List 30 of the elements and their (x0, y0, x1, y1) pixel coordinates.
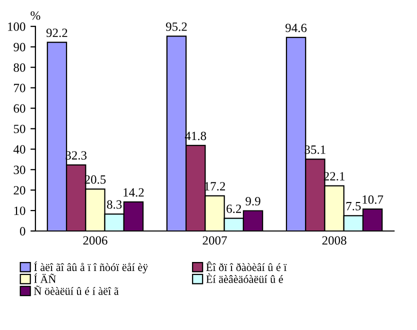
y-tick-label: 70 (14, 84, 26, 92)
y-tick-label: 40 (13, 145, 26, 154)
data-label: 7.5 (346, 202, 361, 210)
x-tick-label: 2006 (83, 236, 108, 245)
y-tick-label: 10 (14, 206, 26, 215)
y-tick-label: 90 (14, 42, 26, 52)
data-label: 94.6 (286, 24, 307, 32)
data-label: 95.2 (166, 22, 187, 31)
legend-label: Ñ öèàëüí û é í àëî ã (34, 286, 119, 295)
legend-label: Í ÄÑ (34, 273, 56, 283)
data-label: 17.2 (204, 182, 226, 191)
legend-label: Êî ðï î ðàòèâí û é ï (206, 261, 287, 272)
y-tick-label: 30 (14, 166, 26, 174)
data-label: 9.9 (246, 197, 260, 206)
data-label: 10.7 (362, 195, 384, 204)
y-tick-label: 60 (14, 104, 26, 113)
data-label: 14.2 (124, 188, 144, 197)
legend-label: Í àëî ãî âû å ï î ñòóï ëåí èÿ (34, 261, 148, 274)
x-tick-label: 2007 (202, 236, 227, 245)
data-label: 92.2 (46, 28, 68, 38)
y-tick-label: 20 (14, 186, 26, 195)
x-tick-label: 2008 (322, 236, 346, 245)
y-tick-label: 0 (20, 227, 26, 236)
y-tick-label: 50 (14, 124, 26, 134)
y-tick-label: 80 (14, 63, 26, 72)
y-tick-label: 100 (8, 22, 26, 31)
data-label: 6.2 (226, 204, 242, 214)
legend-label: Èí äèâèäóàëüí û é (206, 273, 283, 283)
data-label: 8.3 (107, 200, 122, 209)
y-axis-title: % (30, 11, 40, 20)
